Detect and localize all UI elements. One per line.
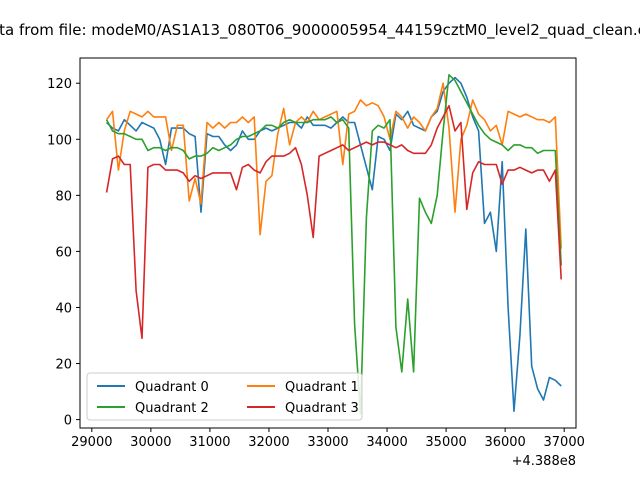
- y-tick-label: 120: [47, 77, 72, 92]
- series-line-quadrant-3: [105, 104, 562, 340]
- x-tick-label: 32000: [248, 435, 289, 450]
- legend-label: Quadrant 1: [285, 380, 359, 395]
- legend-label: Quadrant 0: [135, 380, 209, 395]
- legend-label: Quadrant 2: [135, 401, 209, 416]
- y-tick-label: 0: [64, 414, 72, 429]
- series-line-quadrant-0: [106, 76, 562, 413]
- y-tick-label: 20: [55, 358, 72, 373]
- x-axis: 29000 30000 31000 32000 33000 34000 35000 36000…: [71, 428, 585, 450]
- y-tick-label: 100: [47, 133, 72, 148]
- legend-label: Quadrant 3: [285, 401, 359, 416]
- y-axis: 0 20 40 60 80 100 120: [47, 77, 80, 429]
- legend-box: [86, 372, 363, 421]
- x-tick-label: 37000: [544, 435, 585, 450]
- series-line-quadrant-1: [105, 82, 562, 249]
- x-tick-label: 30000: [130, 435, 171, 450]
- x-tick-label: 36000: [484, 435, 525, 450]
- x-tick-label: 33000: [307, 435, 348, 450]
- y-tick-label: 60: [55, 245, 72, 260]
- y-tick-label: 40: [55, 301, 72, 316]
- x-tick-label: 35000: [425, 435, 466, 450]
- x-tick-label: 29000: [71, 435, 112, 450]
- x-offset-label: +4.388e8: [512, 454, 576, 469]
- x-tick-label: 34000: [366, 435, 407, 450]
- x-tick-label: 31000: [189, 435, 230, 450]
- series-layer: [105, 74, 562, 415]
- legend: Quadrant 0 Quadrant 1 Quadrant 2 Quadrant 3: [86, 372, 363, 421]
- axes-frame: [79, 57, 577, 429]
- chart-title: Data from file: modeM0/AS1A13_080T06_900…: [0, 21, 640, 40]
- series-line-quadrant-2: [105, 74, 562, 415]
- y-tick-label: 80: [55, 189, 72, 204]
